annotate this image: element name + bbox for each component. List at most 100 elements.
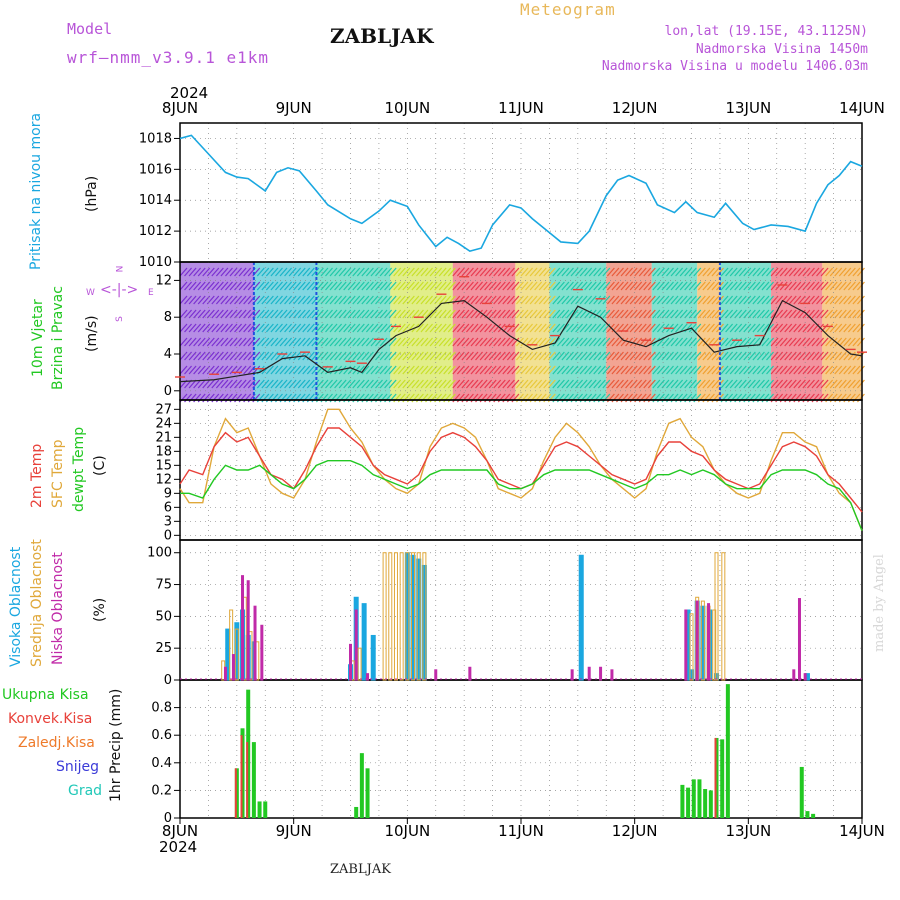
wind-arrow-mark [320, 323, 329, 333]
precip-bar [714, 737, 717, 818]
x-date-label-bottom: 13JUN [725, 822, 771, 840]
wind-arrow-mark [616, 379, 624, 389]
wind-arrow-mark [556, 337, 565, 347]
wind-arrow-mark [570, 323, 579, 333]
wind-arrow-mark [584, 351, 593, 361]
precip-bar [811, 813, 816, 818]
wind-arrow-mark [552, 267, 561, 277]
wind-arrow-mark [470, 281, 479, 291]
y-tick-label: 9 [164, 486, 172, 501]
wind-arrow-mark [638, 295, 647, 305]
wind-arrow-mark [756, 365, 765, 375]
wind-arrow-mark [788, 267, 797, 277]
wind-arrow-mark [697, 337, 706, 347]
wind-arrow-mark [529, 295, 538, 305]
wind-arrow-mark [825, 309, 834, 319]
wind-arrow-mark [629, 323, 638, 333]
wind-arrow-mark [570, 309, 579, 319]
wind-arrow-mark [593, 309, 602, 319]
wind-arrow-mark [329, 267, 338, 277]
wind-arrow-mark [406, 281, 415, 291]
wind-arrow-mark [602, 309, 611, 319]
wind-arrow-mark [593, 323, 602, 333]
wind-arrow-mark [302, 337, 311, 347]
wind-arrow-mark [425, 267, 433, 277]
wind-arrow-mark [575, 365, 584, 375]
wind-arrow-mark [370, 309, 379, 319]
wind-arrow-mark [184, 281, 192, 291]
wind-arrow-mark [588, 267, 597, 277]
wind-arrow-mark [584, 379, 593, 389]
wind-arrow-mark [347, 323, 356, 333]
wind-arrow-mark [766, 267, 774, 277]
wind-arrow-mark [752, 379, 761, 389]
wind-arrow-mark [265, 281, 274, 291]
wind-arrow-mark [506, 337, 515, 347]
wind-arrow-mark [275, 323, 283, 333]
wind-arrow-mark [365, 295, 374, 305]
wind-arrow-mark [311, 281, 320, 291]
wind-arrow-mark [620, 365, 629, 375]
wind-arrow-mark [670, 281, 679, 291]
wind-arrow-mark [616, 281, 624, 291]
wind-arrow-mark [829, 281, 838, 291]
wind-arrow-mark [243, 295, 252, 305]
wind-arrow-mark [297, 337, 306, 347]
wind-arrow-mark [352, 267, 361, 277]
wind-arrow-mark [702, 295, 711, 305]
wind-arrow-mark [688, 351, 697, 361]
wind-arrow-mark [570, 295, 579, 305]
wind-arrow-mark [315, 267, 324, 277]
wind-arrow-mark [511, 365, 520, 375]
wind-arrow-mark [465, 323, 474, 333]
wind-arrow-mark [570, 379, 579, 389]
wind-arrow-mark [388, 365, 397, 375]
wind-arrow-mark [434, 309, 443, 319]
cloud-bar [246, 580, 250, 681]
wind-arrow-mark [688, 295, 697, 305]
wind-arrow-mark [597, 351, 606, 361]
precip-bar [365, 768, 370, 818]
y-tick-label: 100 [147, 546, 172, 561]
wind-arrow-mark [675, 337, 684, 347]
wind-arrow-mark [393, 351, 402, 361]
wind-arrow-mark [388, 267, 397, 277]
wind-arrow-mark [429, 351, 438, 361]
wind-arrow-mark [843, 337, 852, 347]
cloud-bar [599, 666, 603, 681]
x-date-label-bottom: 10JUN [384, 822, 430, 840]
wind-arrow-mark [756, 323, 765, 333]
wind-arrow-mark [284, 379, 293, 389]
wind-arrow-mark [852, 309, 861, 319]
precip-bar [703, 789, 708, 818]
wind-arrow-mark [688, 365, 697, 375]
wind-arrow-mark [516, 281, 524, 291]
wind-arrow-mark [434, 281, 443, 291]
wind-arrow-mark [766, 309, 774, 319]
wind-arrow-mark [743, 337, 752, 347]
wind-arrow-mark [397, 309, 406, 319]
compass-w-label: W [86, 288, 95, 298]
wind-arrow-mark [211, 323, 220, 333]
wind-arrow-mark [647, 323, 656, 333]
wind-arrow-mark [497, 323, 506, 333]
wind-arrow-mark [234, 267, 243, 277]
x-date-label-top: 9JUN [276, 99, 312, 117]
wind-arrow-mark [306, 323, 315, 333]
wind-arrow-mark [806, 323, 815, 333]
wind-arrow-mark [184, 365, 192, 375]
wind-arrow-mark [775, 379, 784, 389]
cloud-bar [349, 643, 352, 681]
wind-arrow-mark [579, 351, 588, 361]
wind-arrow-mark [179, 281, 188, 291]
wind-arrow-mark [388, 309, 397, 319]
wind-arrow-mark [470, 351, 479, 361]
wind-arrow-mark [534, 267, 543, 277]
y-tick-label: 18 [155, 444, 172, 459]
wind-arrow-mark [857, 267, 865, 277]
wind-arrow-mark [779, 351, 788, 361]
wind-arrow-mark [729, 351, 738, 361]
wind-arrow-mark [256, 379, 265, 389]
wind-arrow-mark [857, 379, 865, 389]
y-tick-label: 25 [155, 641, 172, 656]
